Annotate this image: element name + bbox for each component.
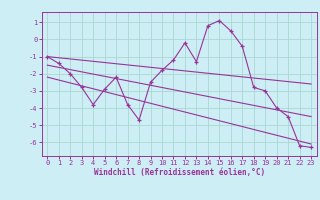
X-axis label: Windchill (Refroidissement éolien,°C): Windchill (Refroidissement éolien,°C) [94,168,265,177]
